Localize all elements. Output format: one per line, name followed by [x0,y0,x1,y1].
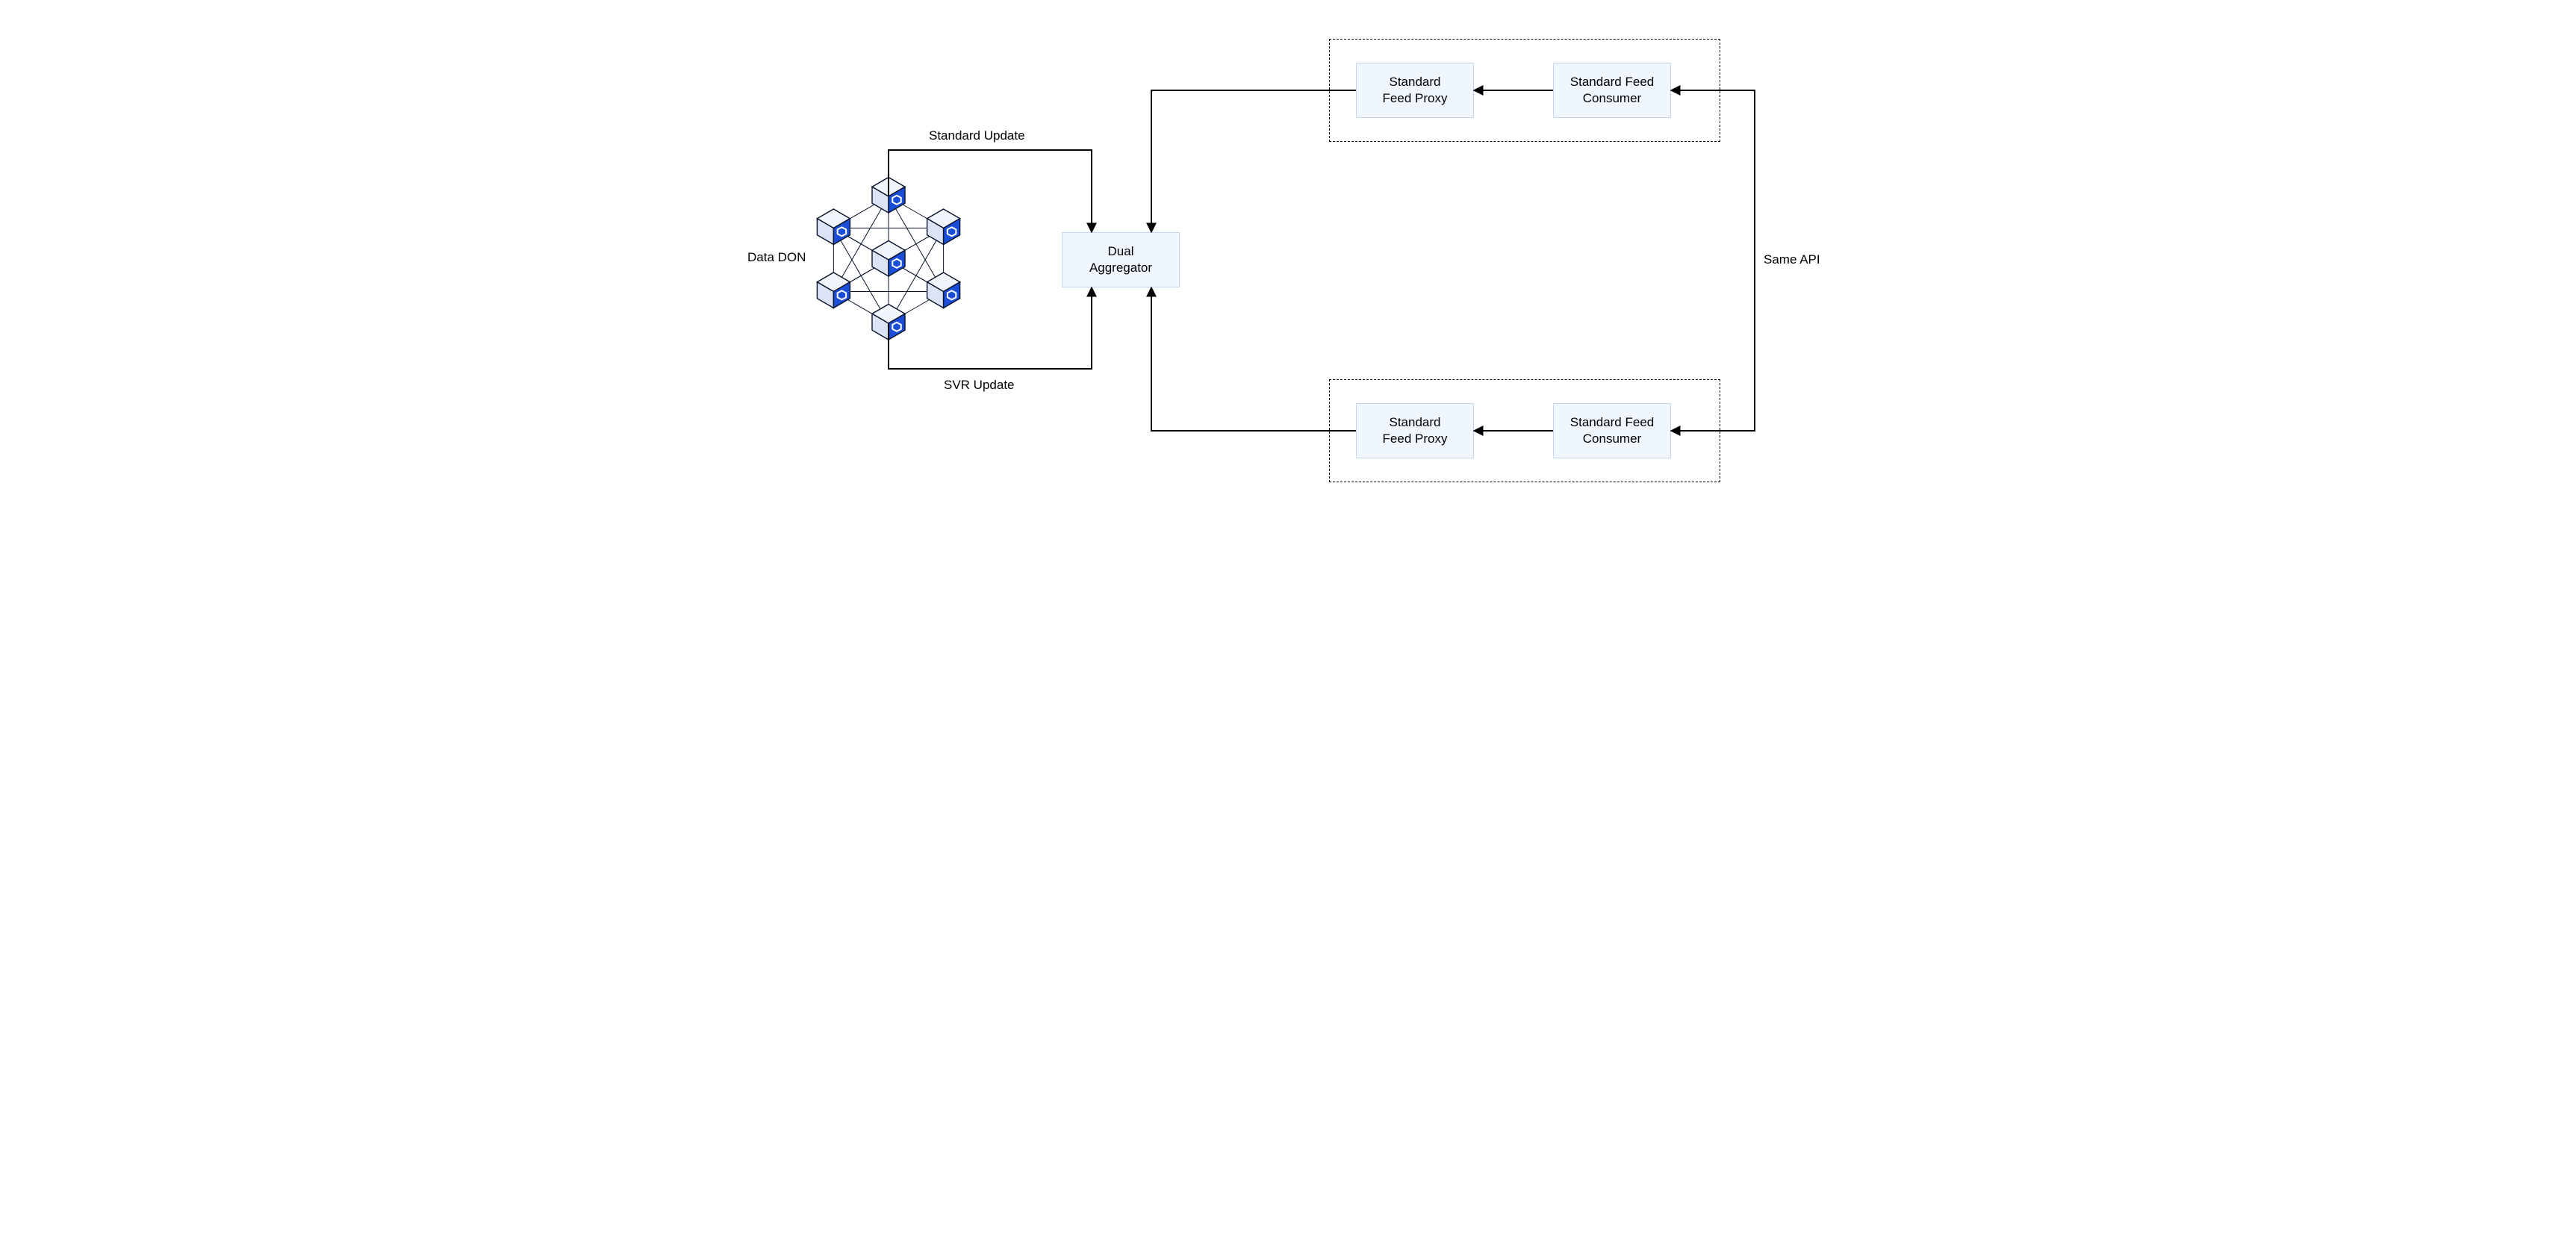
label-data-don: Data DON [747,250,806,265]
node-label: Standard FeedConsumer [1570,74,1654,107]
node-label: StandardFeed Proxy [1383,414,1448,447]
edge-proxybot-to-agg [1151,287,1356,431]
label-same-api: Same API [1764,252,1820,267]
node-standard-feed-proxy-bottom: StandardFeed Proxy [1356,403,1474,458]
node-standard-feed-proxy-top: StandardFeed Proxy [1356,63,1474,118]
node-dual-aggregator: DualAggregator [1062,232,1180,287]
node-standard-feed-consumer-bottom: Standard FeedConsumer [1553,403,1671,458]
edge-proxytop-to-agg [1151,90,1356,232]
node-label: StandardFeed Proxy [1383,74,1448,107]
label-standard-update: Standard Update [929,128,1025,143]
label-svr-update: SVR Update [944,378,1015,393]
node-label: Standard FeedConsumer [1570,414,1654,447]
node-label: DualAggregator [1089,243,1152,276]
don-network-icon [801,172,976,347]
node-standard-feed-consumer-top: Standard FeedConsumer [1553,63,1671,118]
diagram-stage: DualAggregator StandardFeed Proxy Standa… [709,0,1867,561]
